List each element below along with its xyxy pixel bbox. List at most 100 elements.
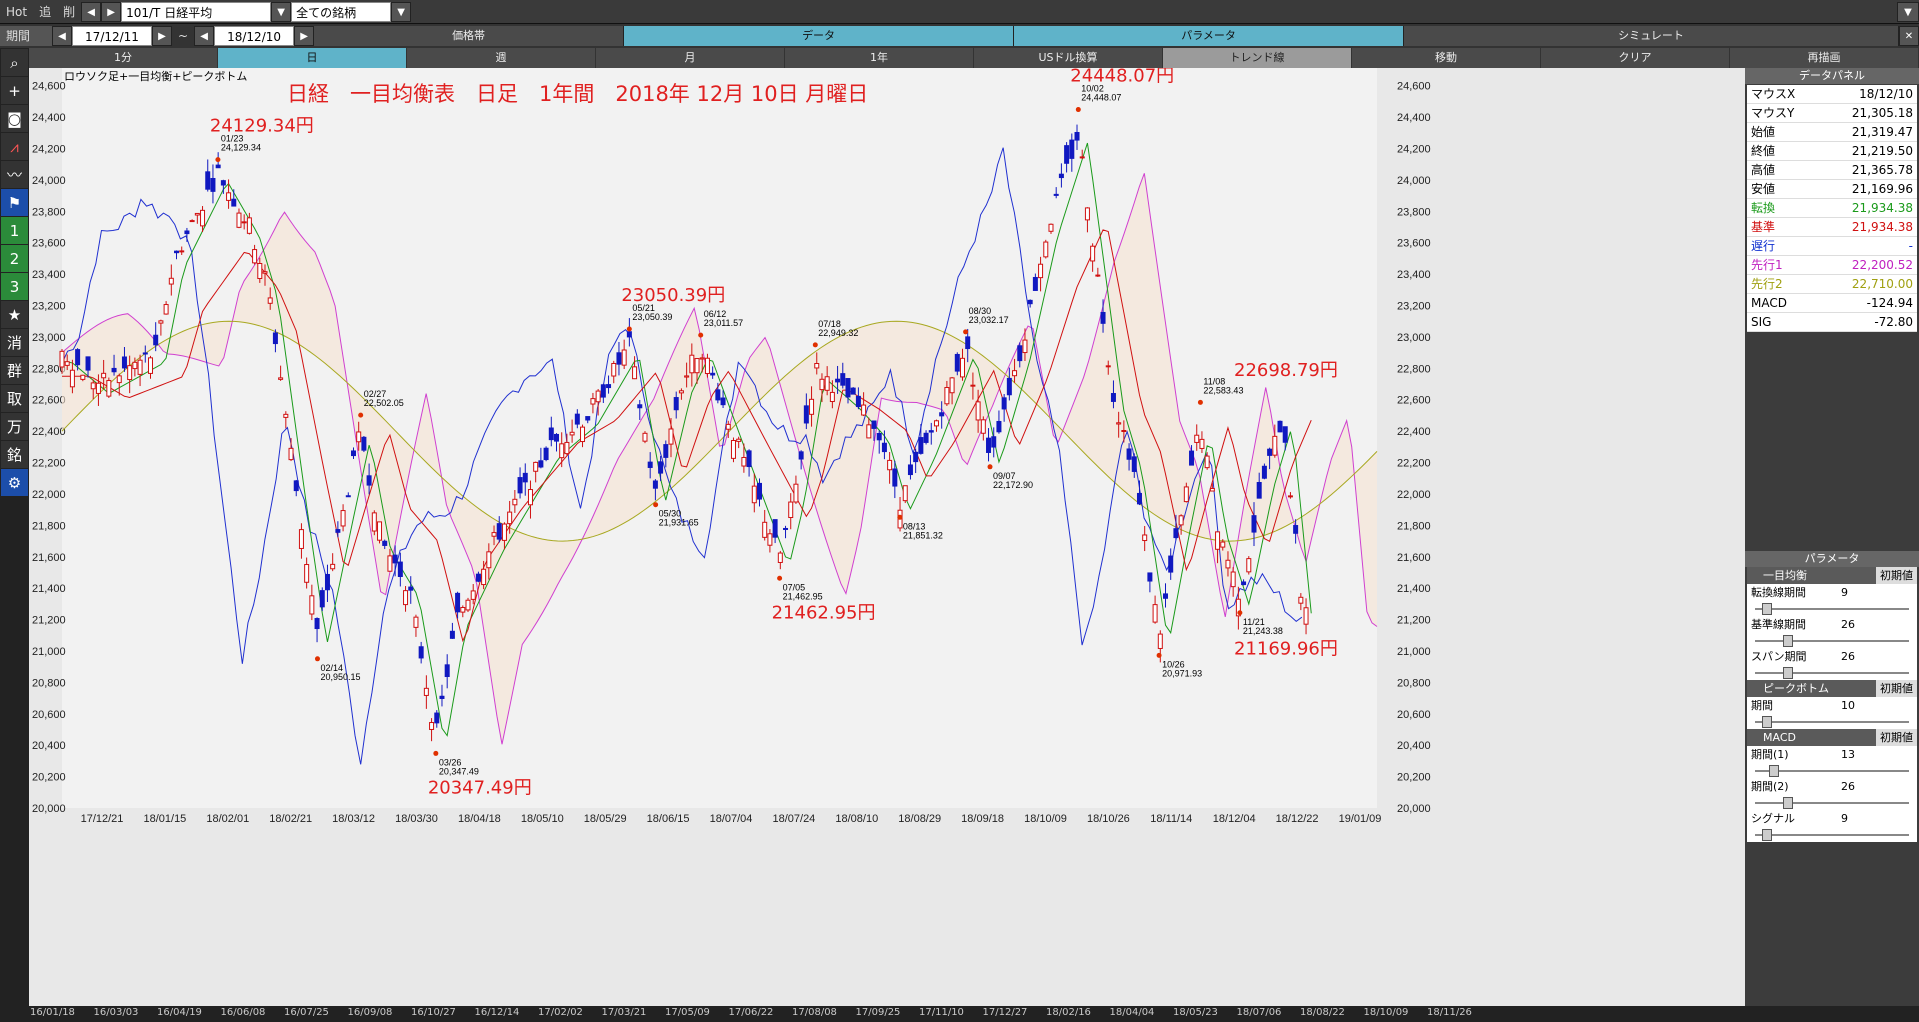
flag-icon[interactable]: ⚑ — [1, 189, 28, 216]
param-slider[interactable] — [1747, 634, 1917, 648]
overview-tick: 17/09/25 — [855, 1007, 901, 1018]
slider-handle[interactable] — [1769, 765, 1779, 777]
param-slider[interactable] — [1747, 796, 1917, 810]
param-value[interactable]: 13 — [1841, 748, 1855, 761]
side-button-3[interactable]: 3 — [1, 273, 28, 300]
reset-button[interactable]: 初期値 — [1876, 567, 1917, 584]
data-row: SIG -72.80 — [1747, 313, 1917, 332]
slider-handle[interactable] — [1783, 635, 1793, 647]
tab-simulate[interactable]: シミュレート — [1404, 26, 1899, 46]
gear-icon[interactable]: ⚙ — [1, 469, 28, 496]
candle-body — [147, 357, 153, 374]
candle-body — [522, 472, 528, 483]
slider-handle[interactable] — [1762, 716, 1772, 728]
slider-handle[interactable] — [1762, 829, 1772, 841]
param-value[interactable]: 10 — [1841, 699, 1855, 712]
candle-body — [1282, 426, 1288, 443]
period-tab-1[interactable]: 日 — [218, 48, 407, 68]
candle-body — [408, 586, 414, 591]
slider-handle[interactable] — [1783, 797, 1793, 809]
prev-icon[interactable]: ◀ — [52, 26, 72, 46]
period-tab-0[interactable]: 1分 — [29, 48, 218, 68]
period-tab-5[interactable]: USドル換算 — [974, 48, 1163, 68]
slider-handle[interactable] — [1783, 667, 1793, 679]
overview-tick: 16/03/03 — [93, 1007, 139, 1018]
side-button-1[interactable]: 1 — [1, 217, 28, 244]
slider-handle[interactable] — [1762, 603, 1772, 615]
universe-select[interactable]: 全ての銘柄 — [291, 1, 392, 22]
symbol-input[interactable]: 101/T 日経平均 — [121, 1, 272, 22]
ichimoku-chart[interactable]: 24,600 24,600 24,400 24,400 24,200 24,200 24,0… — [29, 66, 1745, 1006]
candle-body — [876, 432, 882, 441]
period-tab-4[interactable]: 1年 — [785, 48, 974, 68]
side-button-消[interactable]: 消 — [1, 329, 28, 356]
param-slider[interactable] — [1747, 828, 1917, 842]
param-value[interactable]: 9 — [1841, 586, 1848, 599]
minimize-icon[interactable]: ▼ — [1897, 1, 1919, 22]
reset-button[interactable]: 初期値 — [1876, 729, 1917, 746]
candle-body — [803, 405, 809, 424]
param-value[interactable]: 26 — [1841, 650, 1855, 663]
period-tab-9[interactable]: 再描画 — [1730, 48, 1919, 68]
chart-area[interactable]: 24,600 24,600 24,400 24,400 24,200 24,200 24,0… — [29, 66, 1745, 1006]
period-tab-2[interactable]: 週 — [407, 48, 596, 68]
date-from-input[interactable]: 17/12/11 — [72, 26, 152, 46]
param-slider[interactable] — [1747, 715, 1917, 729]
candle-body — [970, 384, 976, 387]
candle-body — [1136, 492, 1142, 505]
param-slider[interactable] — [1747, 764, 1917, 778]
hot-button[interactable]: Hot — [6, 4, 28, 19]
x-tick-label: 18/05/10 — [521, 813, 564, 825]
side-button-銘[interactable]: 銘 — [1, 441, 28, 468]
camera-icon[interactable]: ◙ — [1, 105, 28, 132]
overview-timeline[interactable]: 16/01/18 16/03/03 16/04/19 16/06/08 16/07/25… — [0, 1006, 1919, 1022]
period-tab-8[interactable]: クリア — [1541, 48, 1730, 68]
side-button-万[interactable]: 万 — [1, 413, 28, 440]
candle-body — [194, 212, 200, 216]
param-slider[interactable] — [1747, 666, 1917, 680]
prev-icon[interactable]: ◀ — [194, 26, 215, 46]
delete-button[interactable]: 削 — [63, 4, 76, 19]
reset-button[interactable]: 初期値 — [1876, 680, 1917, 697]
chart-icon[interactable]: ⩘ — [1, 133, 28, 160]
line-icon[interactable]: 〰 — [1, 161, 28, 188]
candle-body — [444, 664, 450, 678]
param-panel: 一目均衡 初期値 転換線期間 9 基準線期間 26 スパン期間 26 ピークボトム 初期値 期間 10… — [1747, 567, 1917, 842]
candle-body — [637, 404, 643, 409]
period-tab-3[interactable]: 月 — [596, 48, 785, 68]
next-icon[interactable]: ▶ — [294, 26, 315, 46]
search-icon[interactable]: ⌕ — [1, 49, 28, 76]
plus-icon[interactable]: + — [1, 77, 28, 104]
candle-body — [179, 250, 185, 253]
candle-body — [866, 424, 872, 439]
tab-parameter[interactable]: パラメータ — [1014, 26, 1405, 46]
candle-body — [304, 564, 310, 583]
param-slider[interactable] — [1747, 602, 1917, 616]
candle-body — [1178, 515, 1184, 526]
side-button-群[interactable]: 群 — [1, 357, 28, 384]
param-value[interactable]: 9 — [1841, 812, 1848, 825]
tab-data[interactable]: データ — [624, 26, 1015, 46]
date-to-input[interactable]: 18/12/10 — [214, 26, 295, 46]
overview-tick: 18/11/26 — [1427, 1007, 1472, 1018]
tab-price-band[interactable]: 価格帯 — [314, 26, 625, 46]
price-big-label: 22698.79円 — [1234, 360, 1338, 381]
chevron-down-icon[interactable]: ▼ — [391, 1, 412, 22]
side-button-2[interactable]: 2 — [1, 245, 28, 272]
side-button-取[interactable]: 取 — [1, 385, 28, 412]
add-button[interactable]: 追 — [39, 4, 52, 19]
param-section-header: ピークボトム 初期値 — [1747, 680, 1917, 697]
next-icon[interactable]: ▶ — [101, 1, 122, 22]
param-value[interactable]: 26 — [1841, 780, 1855, 793]
overview-tick: 16/10/27 — [411, 1007, 456, 1018]
candle-body — [1105, 365, 1111, 368]
chevron-down-icon[interactable]: ▼ — [271, 1, 292, 22]
next-icon[interactable]: ▶ — [152, 26, 172, 46]
prev-icon[interactable]: ◀ — [81, 1, 102, 22]
close-icon[interactable]: ✕ — [1899, 26, 1919, 46]
period-tab-6[interactable]: トレンド線 — [1163, 48, 1352, 68]
candle-body — [788, 501, 794, 519]
star-icon[interactable]: ★ — [1, 301, 28, 328]
param-value[interactable]: 26 — [1841, 618, 1855, 631]
period-tab-7[interactable]: 移動 — [1352, 48, 1541, 68]
